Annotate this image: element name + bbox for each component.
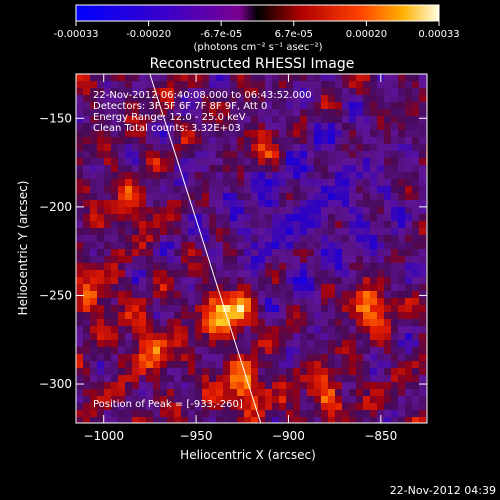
info-line: Energy Range: 12.0 - 25.0 keV [93,112,246,123]
x-axis-title: Heliocentric X (arcsec) [180,448,316,462]
colorbar-tick-label: 0.00020 [346,29,387,40]
info-line: Clean Total counts: 3.32E+03 [93,123,241,134]
colorbar-tick-label: -0.00033 [54,29,99,40]
info-line: 22-Nov-2012 06:40:08.000 to 06:43:52.000 [93,90,312,101]
plot-frame [75,73,428,424]
y-axis-title: Heliocentric Y (arcsec) [16,181,30,316]
colorbar-tick-label: -6.7e-05 [200,29,242,40]
x-tick-label: −900 [272,429,305,443]
colorbar-tick-label: -0.00020 [126,29,171,40]
colorbar-ticks: -0.00033 -0.00020 -6.7e-05 6.7e-05 0.00020 0.… [54,21,460,40]
colorbar-tick-label: 6.7e-05 [275,29,313,40]
axis-ticks: −1000 −950 −900 −850 −150 −200 −250 −300 [39,74,427,443]
peak-position-label: Position of Peak = [-933,-260] [93,399,243,410]
info-line: Detectors: 3F 5F 6F 7F 8F 9F, Att 0 [93,101,267,112]
colorbar [75,4,440,22]
chart-title: Reconstructed RHESSI Image [150,56,355,72]
x-tick-label: −1000 [83,429,124,443]
colorbar-tick-label: 0.00033 [418,29,459,40]
heatmap-image [76,74,427,423]
footer-timestamp: 22-Nov-2012 04:39 [390,484,496,497]
observation-info: 22-Nov-2012 06:40:08.000 to 06:43:52.000… [93,90,312,134]
x-tick-label: −950 [180,429,213,443]
y-tick-label: −200 [39,200,72,214]
y-tick-label: −300 [39,377,72,391]
x-tick-label: −850 [364,429,397,443]
y-tick-label: −250 [39,288,72,302]
colorbar-label: (photons cm⁻² s⁻¹ asec⁻²) [193,42,322,53]
solar-limb-line [149,74,262,423]
y-tick-label: −150 [39,111,72,125]
